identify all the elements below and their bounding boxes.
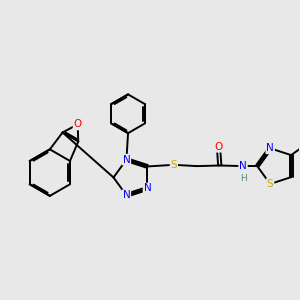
Text: N: N [239,161,247,171]
Text: H: H [240,174,247,183]
Text: O: O [214,142,223,152]
Text: N: N [123,154,130,165]
Text: O: O [74,119,82,129]
Text: S: S [267,179,274,189]
Text: S: S [171,160,177,170]
Text: N: N [266,143,274,153]
Text: N: N [143,184,151,194]
Text: N: N [123,190,130,200]
